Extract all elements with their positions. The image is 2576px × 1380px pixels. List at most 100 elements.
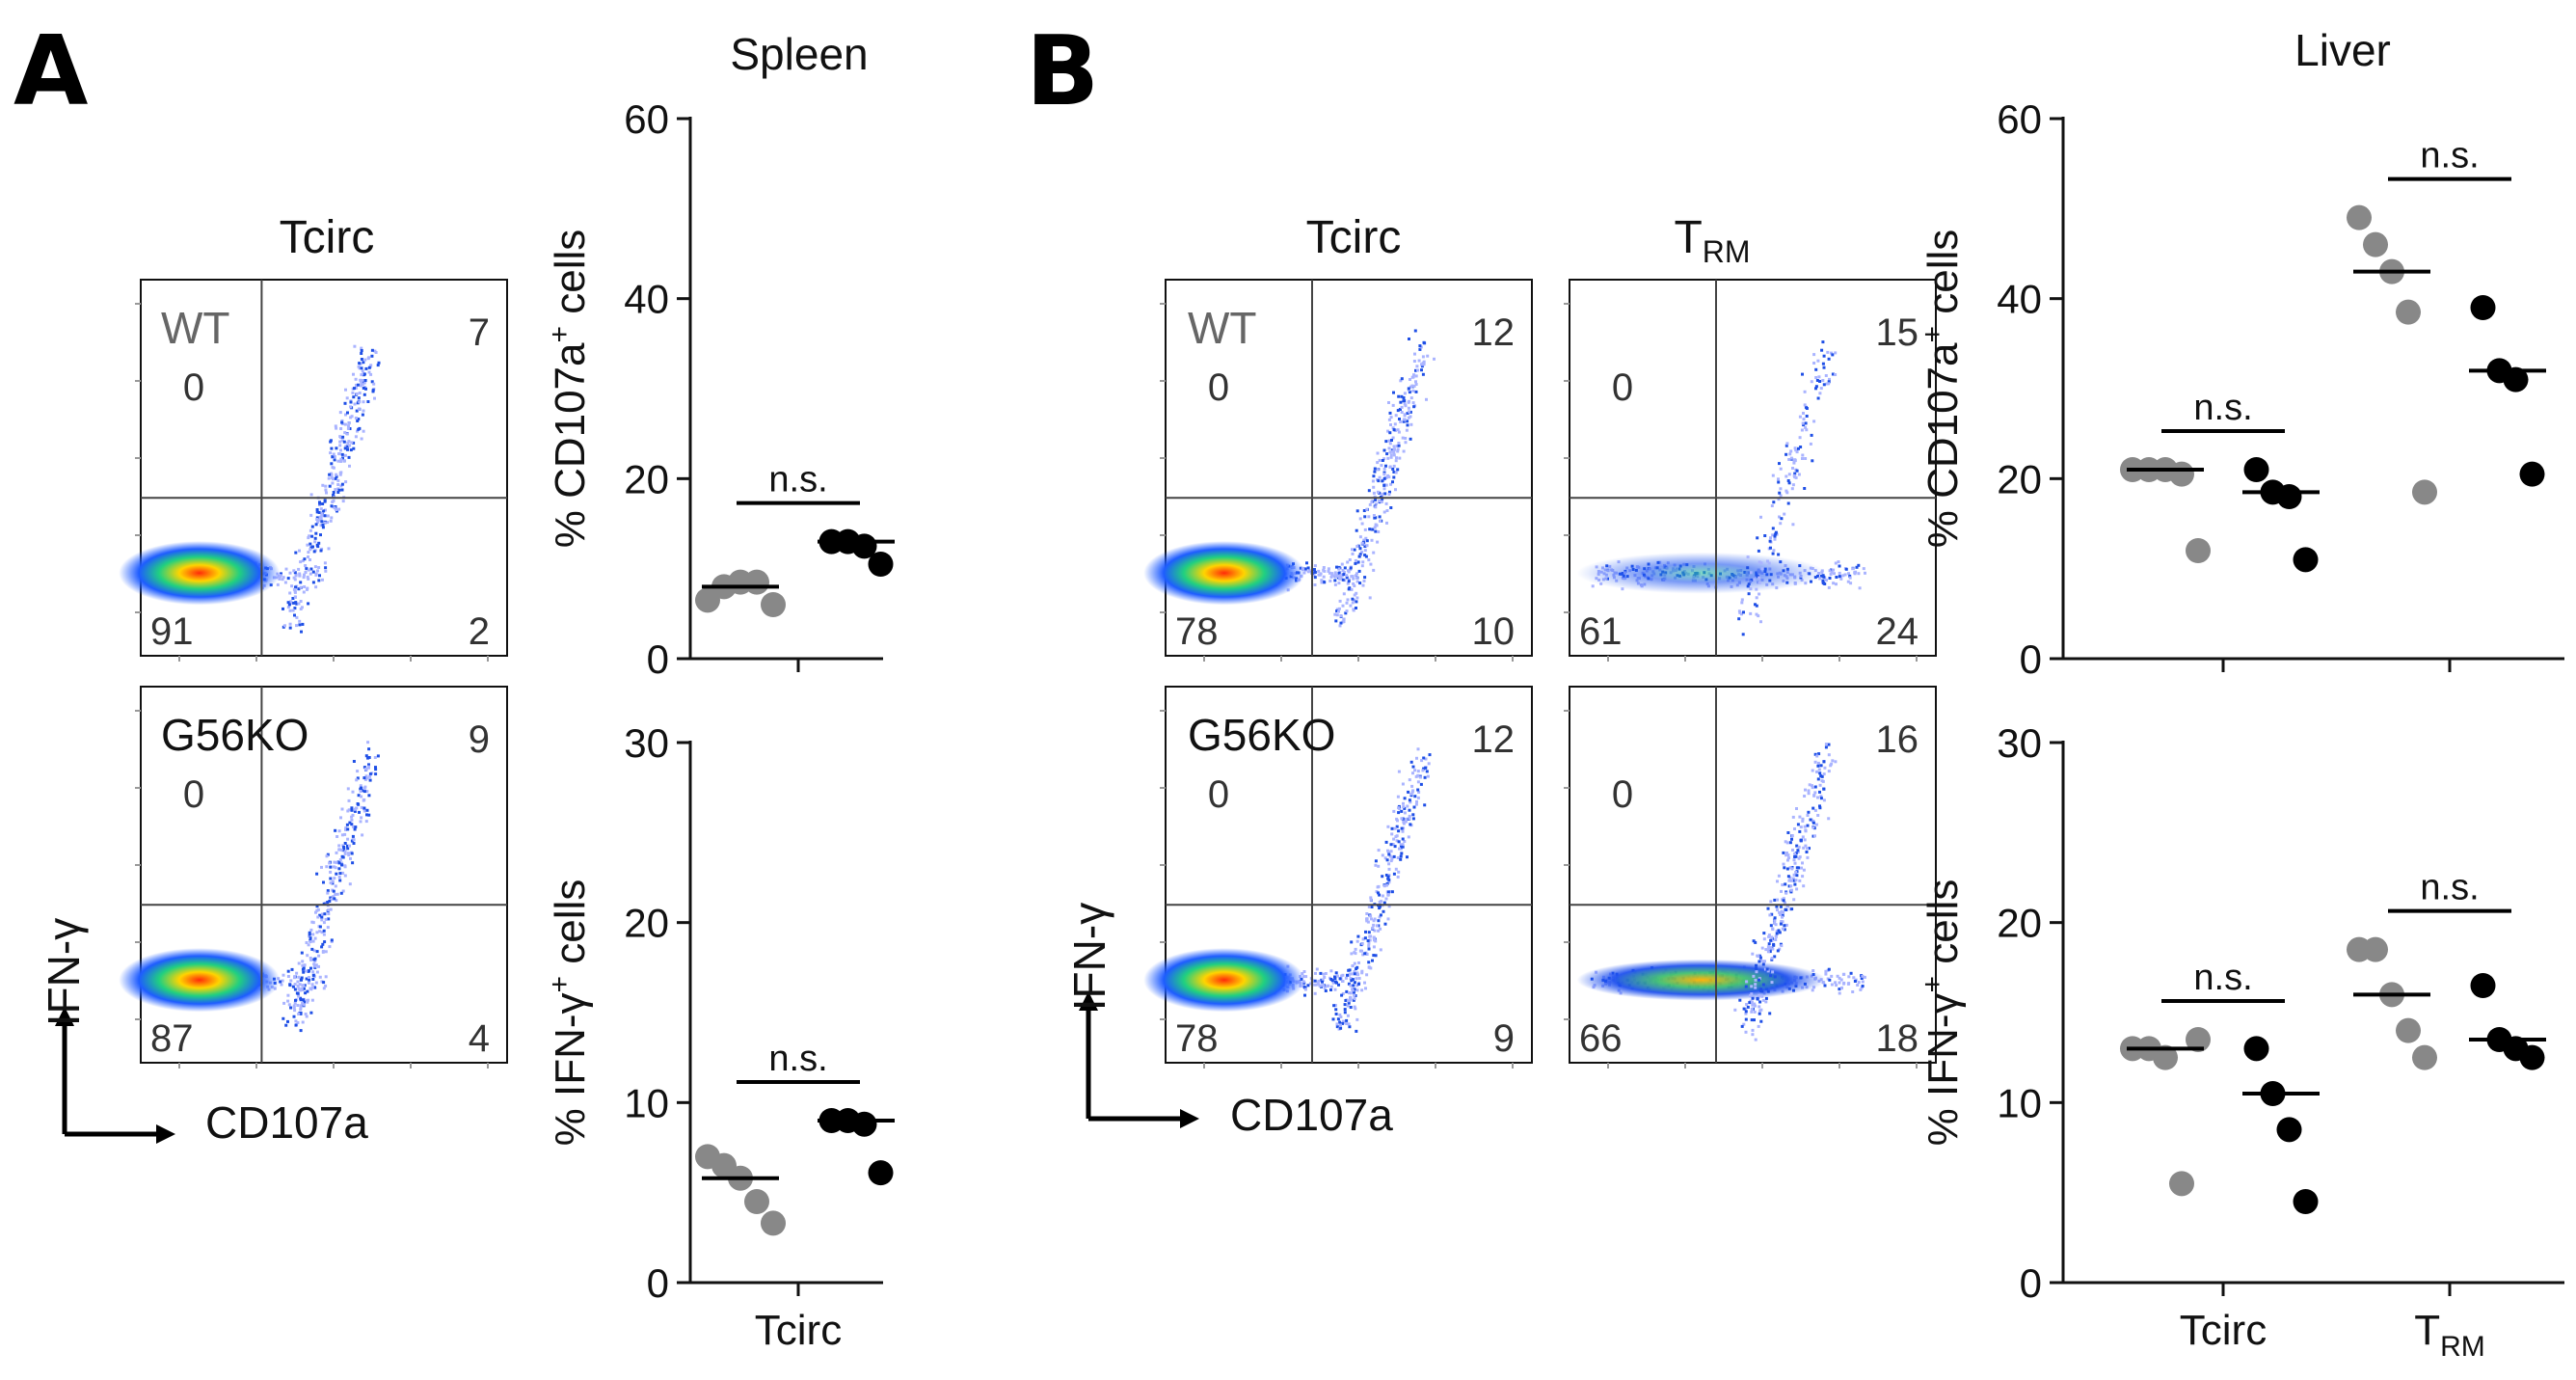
- flow-event: [1341, 980, 1345, 983]
- flow-event: [1412, 373, 1415, 377]
- flow-event: [1374, 498, 1378, 501]
- flow-event: [1795, 450, 1799, 454]
- flow-event: [1354, 1007, 1357, 1011]
- flow-event: [1335, 1022, 1339, 1026]
- flow-event: [1361, 583, 1365, 587]
- flow-event: [1794, 852, 1798, 855]
- flow-event: [1342, 617, 1346, 621]
- flow-event: [1822, 365, 1826, 369]
- flow-event: [1787, 884, 1791, 888]
- flow-event: [1338, 977, 1342, 981]
- flow-event: [1421, 362, 1425, 365]
- y-axis-label-tail: cells: [547, 879, 594, 976]
- flow-event: [1355, 576, 1358, 580]
- flow-event: [359, 784, 362, 788]
- flow-event: [1392, 837, 1396, 841]
- flow-event: [365, 776, 369, 780]
- flow-event: [328, 861, 332, 865]
- flow-event: [1401, 782, 1405, 786]
- flow-event: [1420, 363, 1423, 366]
- flow-event: [1345, 574, 1349, 578]
- flow-event: [303, 1003, 307, 1007]
- flow-event: [1404, 437, 1408, 440]
- flow-event: [1857, 572, 1861, 576]
- flow-event: [1403, 806, 1407, 810]
- y-axis-label: % CD107a+ cells: [1917, 230, 1967, 549]
- flow-event: [1376, 461, 1380, 465]
- flow-event: [1407, 406, 1410, 410]
- flow-event: [1345, 609, 1349, 613]
- flow-event: [306, 587, 309, 591]
- flow-event: [1754, 1004, 1758, 1008]
- flow-event: [1777, 480, 1781, 484]
- flow-event: [310, 534, 314, 538]
- flow-event: [314, 910, 317, 914]
- flow-event: [334, 893, 337, 896]
- flow-event: [1763, 967, 1767, 971]
- flow-event: [327, 917, 331, 921]
- flow-event: [1777, 929, 1781, 933]
- flow-event: [1402, 822, 1406, 825]
- flow-event: [1347, 1001, 1351, 1005]
- flow-event: [1390, 890, 1394, 894]
- flow-event: [312, 550, 316, 554]
- flow-event: [333, 865, 335, 869]
- flow-event: [376, 754, 380, 758]
- flow-event: [302, 998, 306, 1002]
- flow-event: [1830, 762, 1834, 766]
- flow-event: [343, 874, 347, 878]
- flow-event: [1830, 974, 1834, 978]
- flow-event: [1348, 558, 1352, 561]
- flow-event: [1774, 923, 1778, 927]
- flow-event: [307, 568, 310, 572]
- flow-event: [308, 534, 311, 538]
- flow-event: [1756, 954, 1759, 958]
- flow-event: [307, 943, 310, 947]
- flow-event: [1347, 1022, 1351, 1026]
- flow-event: [1795, 874, 1799, 878]
- flow-event: [1814, 367, 1818, 371]
- flow-event: [1852, 976, 1856, 980]
- flow-event: [309, 940, 312, 944]
- y-tick-label: 60: [1997, 96, 2042, 142]
- flow-event: [1795, 469, 1799, 473]
- flow-event: [1847, 572, 1850, 576]
- flow-event: [1403, 840, 1407, 843]
- flow-event: [1331, 981, 1335, 985]
- flow-event: [354, 825, 358, 829]
- flow-event: [1357, 961, 1360, 964]
- flow-event: [346, 827, 350, 831]
- flow-event: [318, 913, 322, 917]
- flow-event: [1358, 582, 1362, 585]
- flow-event: [1737, 609, 1741, 613]
- flow-event: [1395, 839, 1399, 843]
- flow-event: [1407, 416, 1410, 419]
- flow-event: [315, 950, 319, 954]
- flow-event: [1839, 987, 1843, 990]
- flow-event: [1402, 418, 1406, 421]
- flow-event: [1367, 961, 1371, 964]
- y-axis-label-tail: cells: [1919, 879, 1967, 976]
- flow-event: [1817, 375, 1821, 379]
- flow-event: [341, 456, 344, 460]
- flow-event: [349, 405, 353, 409]
- flow-event: [344, 413, 347, 417]
- flow-event: [1372, 474, 1376, 478]
- flow-event: [284, 1023, 288, 1027]
- flow-event: [299, 1008, 303, 1012]
- flow-event: [1858, 586, 1862, 590]
- flow-event: [321, 526, 325, 529]
- flow-event: [1409, 422, 1413, 426]
- flow-event: [1395, 445, 1399, 447]
- flow-event: [1773, 919, 1777, 923]
- flow-event: [333, 897, 336, 901]
- flow-event: [294, 1019, 298, 1023]
- x-tick-label-main: T: [2414, 1307, 2440, 1354]
- flow-event: [343, 431, 347, 435]
- flow-event: [1318, 573, 1322, 577]
- flow-event: [1302, 970, 1306, 973]
- flow-event: [332, 466, 335, 470]
- flow-event: [293, 983, 297, 987]
